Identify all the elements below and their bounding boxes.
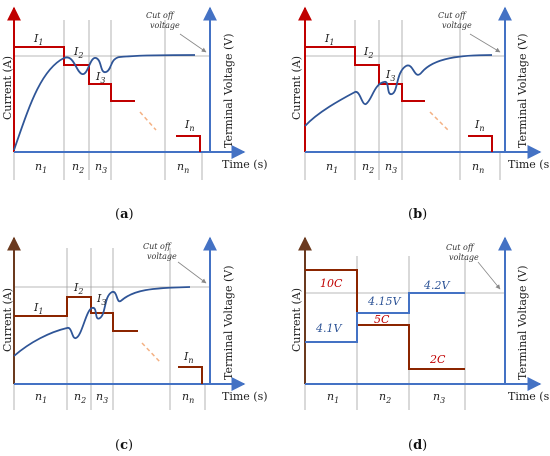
panel-d-cutoff-label-1: Cut off [446,243,475,252]
panel-c-cutoff-label-1: Cut off [143,242,172,251]
panel-a-y-right-label: Terminal Voltage (V) [222,34,235,149]
panel-a-current-steps [14,46,135,102]
panel-b-label-n3: n3 [385,160,397,175]
panel-a-caption: (a) [115,207,134,222]
panel-c-current-steps [14,296,138,332]
panel-d-label-4-1v: 4.1V [315,322,342,335]
panel-b-label-i2: I2 [363,45,373,60]
panel-c-label-in: In [183,350,194,365]
panel-c-label-i2: I2 [73,281,83,296]
panel-d-label-2c: 2C [429,353,446,366]
panel-a-label-n3: n3 [95,160,107,175]
panel-d-label-10c: 10C [320,277,343,290]
panel-a-current-last-step [176,135,201,152]
panel-d-voltage-steps [305,292,465,343]
panel-a-label-n1: n1 [35,160,47,175]
panel-b-label-in: In [474,118,485,133]
panel-a-voltage-curve [13,54,196,151]
panel-d-label-n1: n1 [327,390,339,405]
panel-d-label-4-2v: 4.2V [423,279,450,292]
panel-b-current-trend [429,111,449,131]
panel-a-label-i1: I1 [33,32,43,47]
panel-b-label-n1: n1 [326,160,338,175]
panel-c-x-label: Time (s) [222,390,268,403]
panel-c: Cut off voltage I1 I2 I3 In n1 n2 n3 nn … [1,236,268,453]
panel-d-cutoff-pointer [477,261,501,290]
panel-a: Cut off voltage I1 I2 I3 In n1 n2 n3 nn … [1,6,268,222]
panel-c-label-n2: n2 [74,390,86,405]
panel-d-label-4-15v: 4.15V [367,295,401,308]
panel-a-x-label: Time (s) [222,158,268,171]
panel-b: Cut off voltage I1 I2 I3 In n1 n2 n3 nn … [290,6,550,222]
panel-b-label-nn: nn [472,160,484,175]
panel-d-label-n3: n3 [433,390,445,405]
panel-d-current-steps [305,269,465,370]
panel-b-label-n2: n2 [362,160,374,175]
panel-a-cutoff-label-2: voltage [150,21,180,30]
panel-c-cutoff-pointer [177,261,207,284]
panel-c-current-trend [141,342,161,363]
panel-c-label-nn: nn [182,390,194,405]
panel-c-caption: (c) [115,438,133,453]
panel-b-label-i1: I1 [324,32,334,47]
panel-d-y-right-label: Terminal Voltage (V) [516,266,529,381]
panel-c-voltage-curve [13,286,191,357]
panel-c-current-last-step [178,366,203,384]
panel-a-label-in: In [184,118,195,133]
panel-a-label-i2: I2 [73,45,83,60]
panel-c-label-n3: n3 [96,390,108,405]
panel-b-x-label: Time (s) [508,158,550,171]
panel-b-voltage-curve [304,54,493,127]
panel-d: Cut off voltage 10C 5C 2C 4.1V 4.15V 4.2… [290,236,550,453]
panel-b-cutoff-pointer [469,33,501,53]
panel-a-cutoff-label-1: Cut off [146,11,175,20]
panel-b-y-left-label: Current (A) [290,56,303,120]
panel-a-label-n2: n2 [72,160,84,175]
panel-c-cutoff-label-2: voltage [147,252,177,261]
panel-d-x-label: Time (s) [508,390,550,403]
panel-d-caption: (d) [408,438,427,453]
panel-c-y-right-label: Terminal Voltage (V) [222,266,235,381]
panel-a-label-nn: nn [177,160,189,175]
panel-d-y-left-label: Current (A) [290,288,303,352]
panel-c-label-i1: I1 [33,301,43,316]
panel-c-label-n1: n1 [35,390,47,405]
panel-b-label-i3: I3 [385,68,395,83]
panel-b-cutoff-label-2: voltage [442,21,472,30]
panel-b-current-steps [305,46,425,102]
panel-d-label-n2: n2 [379,390,391,405]
panel-b-current-last-step [468,135,493,152]
panel-b-y-right-label: Terminal Voltage (V) [516,34,529,149]
panel-c-label-i3: I3 [96,292,106,307]
panel-a-cutoff-pointer [179,33,207,53]
panel-a-current-trend [139,111,157,131]
panel-a-y-left-label: Current (A) [1,56,14,120]
panel-c-interval-separators [13,248,206,410]
panel-d-cutoff-label-2: voltage [449,253,479,262]
panel-b-cutoff-label-1: Cut off [438,11,467,20]
panel-c-y-left-label: Current (A) [1,288,14,352]
panel-b-caption: (b) [408,207,427,222]
panel-a-label-i3: I3 [95,70,105,85]
panel-d-label-5c: 5C [374,313,390,326]
